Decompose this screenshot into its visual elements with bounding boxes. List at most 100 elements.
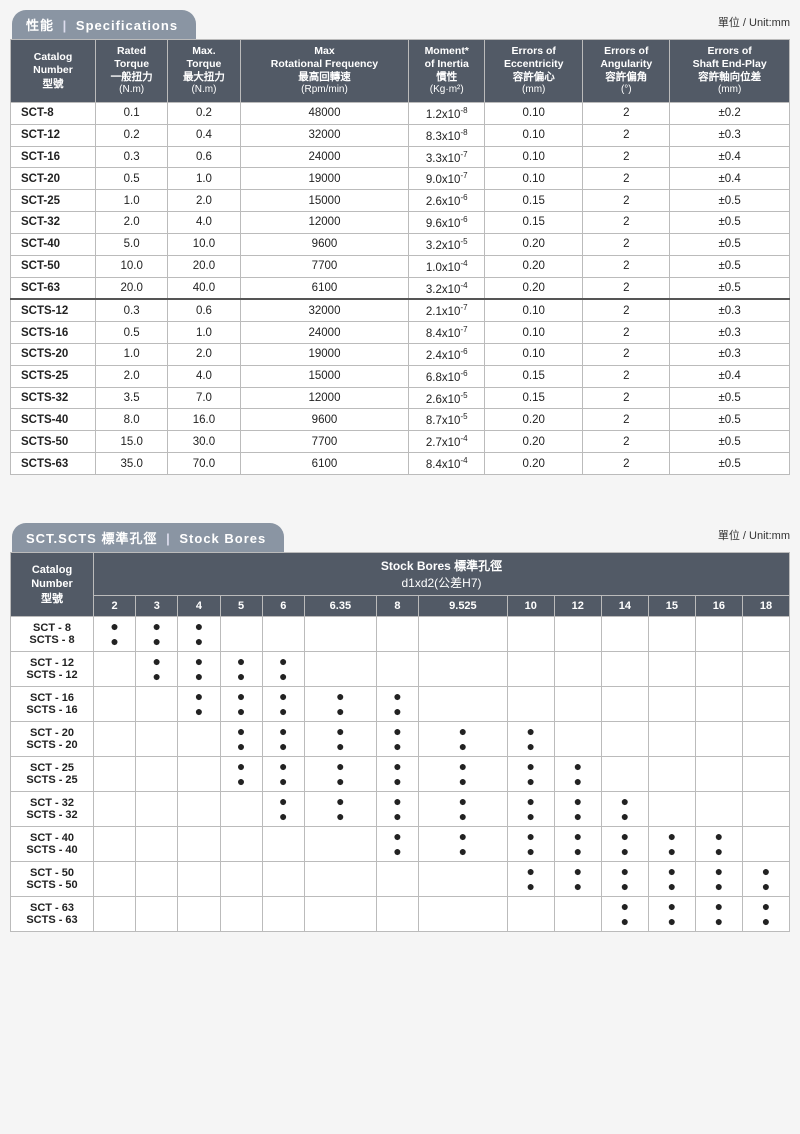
bore-cell [304, 651, 376, 686]
spec-cell: 24000 [240, 146, 409, 168]
bore-size-head: 14 [601, 595, 648, 616]
spec-cell: 48000 [240, 102, 409, 124]
spec-cell: 0.15 [485, 212, 583, 234]
bore-cell [507, 896, 554, 931]
spec-cell: 1.0 [96, 343, 168, 365]
table-row: SCTS-6335.070.061008.4x10-40.202±0.5 [11, 453, 790, 475]
spec-col-head: Moment*of Inertia慣性(Kg·m²) [409, 40, 485, 103]
bore-cell [376, 861, 418, 896]
bore-cell: ●● [507, 721, 554, 756]
spec-cell: ±0.5 [670, 233, 790, 255]
bore-cell [742, 616, 789, 651]
bore-cell: ●● [554, 861, 601, 896]
bore-cell [742, 791, 789, 826]
spec-cell: 2.0 [168, 190, 240, 212]
spec-cell: SCT-63 [11, 277, 96, 299]
spec-cell: 0.10 [485, 124, 583, 146]
table-row: SCTS-252.04.0150006.8x10-60.152±0.4 [11, 365, 790, 387]
spec-cell: 15.0 [96, 431, 168, 453]
table-row: SCTS-408.016.096008.7x10-50.202±0.5 [11, 409, 790, 431]
spec-cell: ±0.3 [670, 322, 790, 344]
bore-cell: ●● [376, 721, 418, 756]
bore-unit-label: 單位 / Unit:mm [718, 527, 790, 543]
bore-size-head: 18 [742, 595, 789, 616]
spec-cell: 0.6 [168, 299, 240, 321]
spec-cell: 7.0 [168, 387, 240, 409]
bore-tab-sep: | [162, 531, 175, 546]
bore-cell [742, 826, 789, 861]
bore-cell [304, 896, 376, 931]
spec-section-tab: 性能 | Specifications [12, 10, 196, 39]
table-row: SCT-5010.020.077001.0x10-40.202±0.5 [11, 255, 790, 277]
table-row: SCT - 40SCTS - 40●●●●●●●●●●●●●● [11, 826, 790, 861]
table-row: SCTS-120.30.6320002.1x10-70.102±0.3 [11, 299, 790, 321]
bore-size-head: 9.525 [419, 595, 508, 616]
bore-row-label: SCT - 32SCTS - 32 [11, 791, 94, 826]
bore-cell [507, 616, 554, 651]
bore-cell [304, 826, 376, 861]
bore-cell: ●● [507, 756, 554, 791]
spec-cell: 4.0 [168, 365, 240, 387]
bore-head-catalog: CatalogNumber型號 [11, 552, 94, 616]
spec-cell: 2 [583, 212, 670, 234]
bore-row-label: SCT - 50SCTS - 50 [11, 861, 94, 896]
bore-cell: ●● [648, 826, 695, 861]
spec-col-head: Errors ofEccentricity容許偏心(mm) [485, 40, 583, 103]
bore-cell: ●● [742, 896, 789, 931]
spec-cell: 7700 [240, 431, 409, 453]
bore-cell [376, 651, 418, 686]
spec-cell: 16.0 [168, 409, 240, 431]
table-row: SCT-6320.040.061003.2x10-40.202±0.5 [11, 277, 790, 299]
bore-size-head: 5 [220, 595, 262, 616]
bore-cell [220, 791, 262, 826]
bore-cell [94, 721, 136, 756]
spec-cell: 6100 [240, 453, 409, 475]
spec-cell: 40.0 [168, 277, 240, 299]
spec-cell: SCT-32 [11, 212, 96, 234]
spec-cell: 9.6x10-6 [409, 212, 485, 234]
spec-cell: 0.6 [168, 146, 240, 168]
bore-cell [554, 651, 601, 686]
spec-cell: 2 [583, 365, 670, 387]
bore-cell: ●● [419, 721, 508, 756]
table-row: SCT-322.04.0120009.6x10-60.152±0.5 [11, 212, 790, 234]
bore-size-head: 15 [648, 595, 695, 616]
spec-cell: ±0.5 [670, 255, 790, 277]
bores-table: CatalogNumber型號 Stock Bores 標準孔徑d1xd2(公差… [10, 552, 790, 932]
spec-cell: 0.10 [485, 322, 583, 344]
spec-cell: 2 [583, 453, 670, 475]
bore-cell: ●● [304, 721, 376, 756]
bore-row-label: SCT - 12SCTS - 12 [11, 651, 94, 686]
spec-cell: 20.0 [96, 277, 168, 299]
bore-cell [262, 861, 304, 896]
spec-cell: SCTS-50 [11, 431, 96, 453]
bore-cell [695, 721, 742, 756]
bore-cell: ●● [742, 861, 789, 896]
bore-cell [648, 616, 695, 651]
bore-cell: ●● [695, 861, 742, 896]
spec-cell: 0.20 [485, 233, 583, 255]
spec-cell: SCT-12 [11, 124, 96, 146]
table-row: SCT-120.20.4320008.3x10-80.102±0.3 [11, 124, 790, 146]
spec-cell: 2 [583, 322, 670, 344]
spec-cell: 9.0x10-7 [409, 168, 485, 190]
spec-cell: 70.0 [168, 453, 240, 475]
spec-cell: 2 [583, 387, 670, 409]
spec-cell: 0.15 [485, 387, 583, 409]
bore-cell: ●● [304, 686, 376, 721]
bore-cell: ●● [304, 791, 376, 826]
spec-cell: 6100 [240, 277, 409, 299]
bore-cell [601, 756, 648, 791]
bore-cell [507, 686, 554, 721]
spec-cell: 2 [583, 233, 670, 255]
table-row: SCT-160.30.6240003.3x10-70.102±0.4 [11, 146, 790, 168]
bore-cell [94, 861, 136, 896]
bore-cell [695, 686, 742, 721]
spec-cell: SCTS-63 [11, 453, 96, 475]
bore-cell: ●● [419, 791, 508, 826]
spec-cell: 0.10 [485, 343, 583, 365]
bore-cell: ●● [136, 651, 178, 686]
spec-cell: SCTS-12 [11, 299, 96, 321]
table-row: SCTS-160.51.0240008.4x10-70.102±0.3 [11, 322, 790, 344]
bore-row-label: SCT - 16SCTS - 16 [11, 686, 94, 721]
